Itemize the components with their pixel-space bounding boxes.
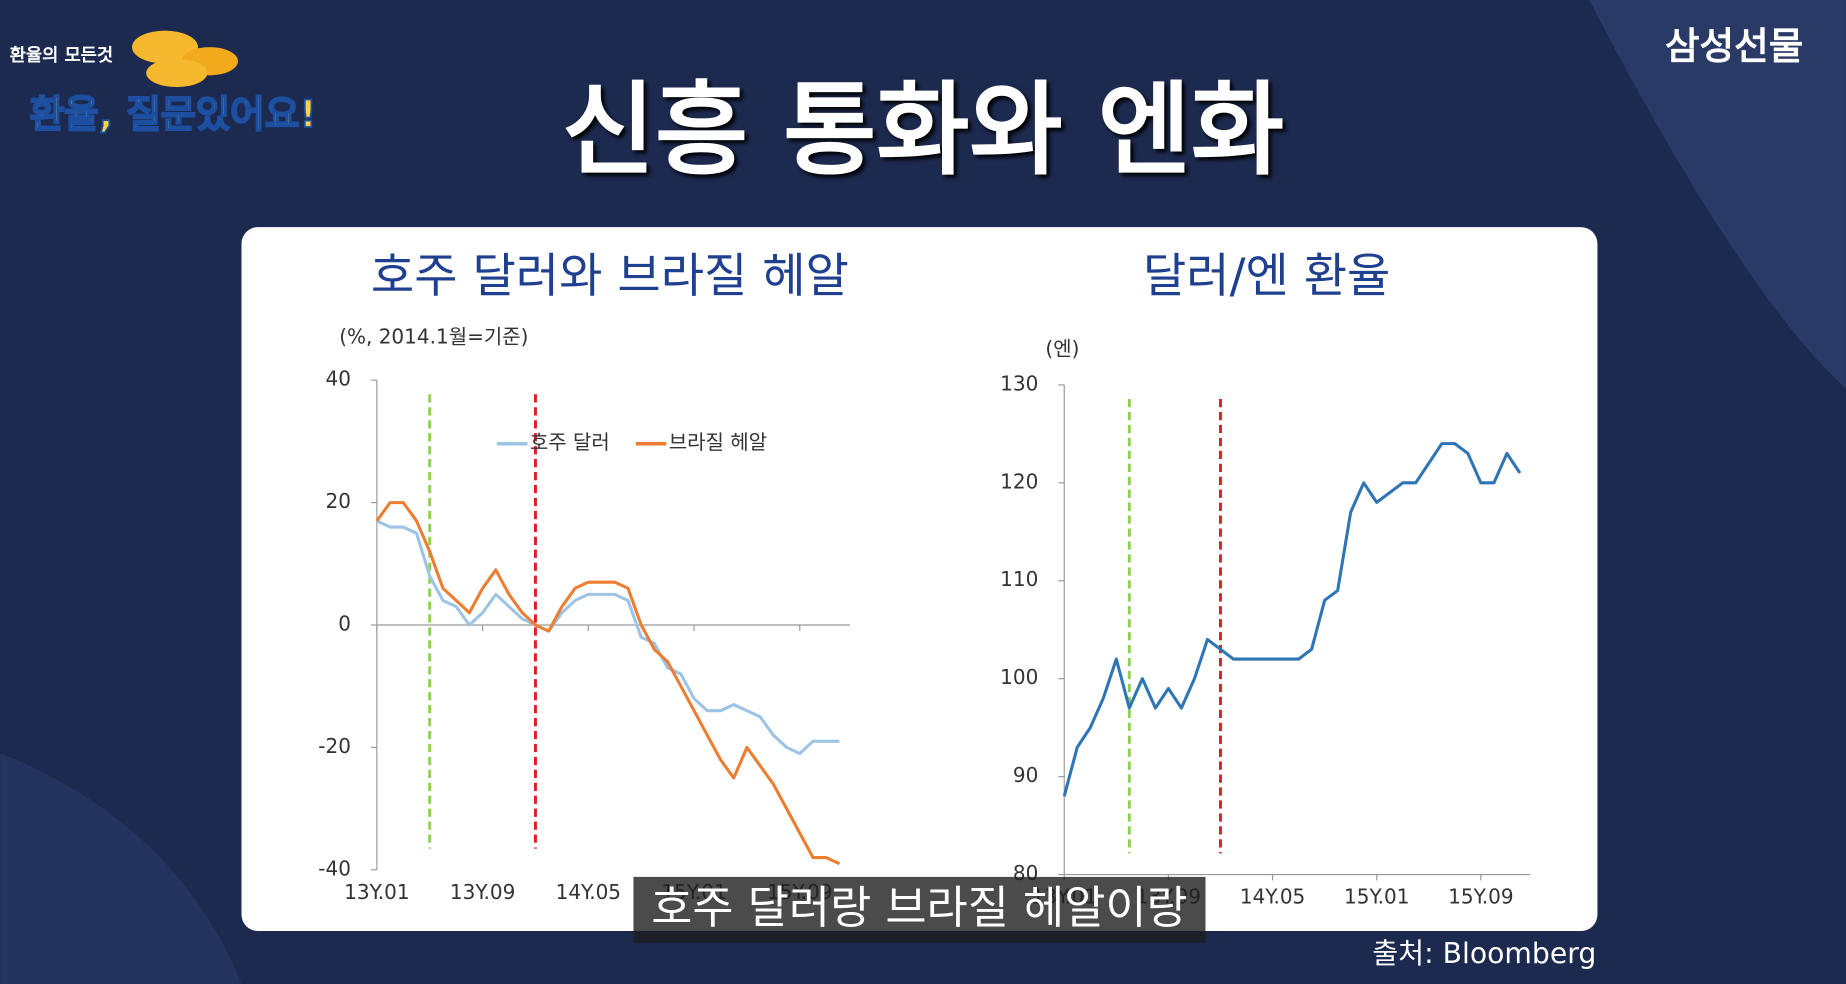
panel [241, 227, 1598, 932]
x-tick-label: 13Y.09 [450, 880, 515, 904]
charts: 호주 달러와 브라질 헤알 (%, 2014.1월=기준) -40 -20 0 20 40 1… [318, 249, 1531, 909]
chart-title: 호주 달러와 브라질 헤알 [371, 249, 849, 304]
legend-label: 브라질 헤알 [669, 430, 767, 454]
x-tick-label: 13Y.01 [344, 880, 409, 904]
y-tick-label: 40 [326, 367, 351, 391]
logo-small: 환율의 모든것 [10, 45, 114, 66]
coin [132, 30, 198, 64]
y-tick-label: 100 [1000, 665, 1038, 689]
caption-box [633, 876, 1206, 943]
y-tick-label: 130 [1000, 371, 1038, 395]
brand: 삼성선물 [1665, 24, 1804, 68]
y-tick-label: 90 [1013, 763, 1038, 787]
legend-label: 호주 달러 [530, 430, 610, 454]
y-tick-label: 110 [1000, 567, 1038, 591]
y-tick-label: 20 [326, 489, 351, 513]
y-tick-label: -40 [318, 856, 351, 880]
series-line [1062, 442, 1522, 797]
x-tick-label: 15Y.09 [1448, 885, 1513, 909]
source: 출처: Bloomberg [1372, 937, 1596, 970]
logo: 환율의 모든것 환율, 질문있어요! [10, 30, 318, 137]
caption: 호주 달러랑 브라질 헤알이랑 [651, 881, 1187, 934]
y-tick-label: -20 [318, 734, 351, 758]
bg-shape [1589, 0, 1846, 389]
y-axis-label: (엔) [1045, 336, 1079, 360]
series-line [376, 519, 840, 756]
y-tick-label: 120 [1000, 469, 1038, 493]
series-line [375, 501, 841, 866]
coin [146, 58, 208, 88]
chart-title: 달러/엔 환율 [1143, 249, 1390, 304]
x-tick-label: 15Y.01 [1344, 885, 1409, 909]
y-axis-label: (%, 2014.1월=기준) [339, 325, 528, 349]
logo-big: 환율, 질문있어요! [30, 92, 317, 136]
y-tick-label: 0 [338, 612, 351, 636]
x-tick-label: 14Y.05 [1240, 885, 1305, 909]
bg-shape [0, 753, 242, 984]
header-title: 신흥 통화와 엔화 [562, 71, 1284, 189]
x-tick-label: 14Y.05 [556, 880, 621, 904]
